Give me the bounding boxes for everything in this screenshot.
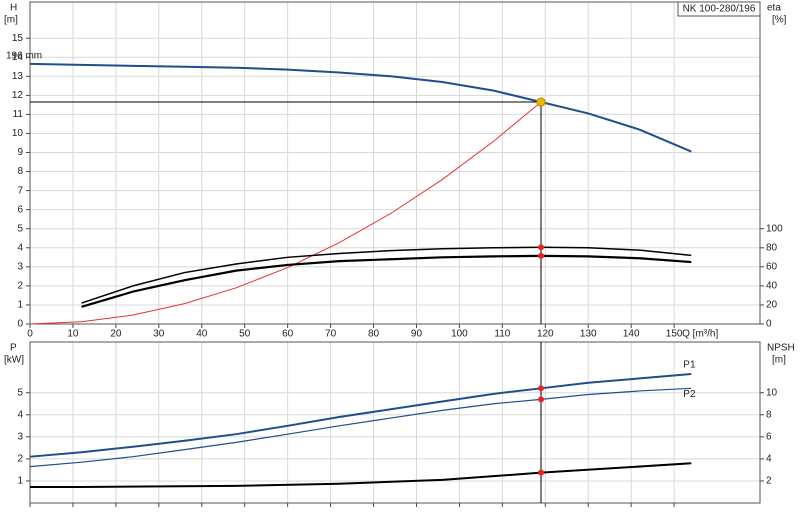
y2-tick-label: 2 <box>766 476 772 487</box>
y-tick-label: 0 <box>17 319 23 330</box>
y2-axis-unit: [%] <box>772 15 787 26</box>
y-tick-label: 1 <box>17 476 23 487</box>
y-tick-label: 7 <box>17 185 23 196</box>
operating-marker <box>538 385 544 392</box>
operating-marker <box>538 469 544 476</box>
x-tick-label: 120 <box>537 329 554 340</box>
x-tick-label: 80 <box>368 329 380 340</box>
y-axis-label: H <box>10 3 17 14</box>
y-tick-label: 9 <box>17 147 23 158</box>
x-tick-label: 110 <box>494 329 510 340</box>
x-tick-label: 130 <box>580 329 597 340</box>
y-tick-label: 4 <box>17 409 23 420</box>
y-tick-label: 2 <box>17 454 23 465</box>
operating-marker <box>536 97 546 107</box>
x-tick-label: 30 <box>153 329 165 340</box>
operating-marker <box>538 252 544 259</box>
y-tick-label: 10 <box>12 128 24 139</box>
y-tick-label: 3 <box>17 431 23 442</box>
curve <box>29 372 692 458</box>
curve <box>29 387 692 468</box>
title-box <box>677 1 761 17</box>
curve <box>29 62 692 153</box>
y-tick-label: 4 <box>17 242 23 253</box>
operating-marker <box>538 244 544 251</box>
curve <box>81 246 692 304</box>
y-tick-label: 6 <box>17 204 23 215</box>
y-tick-label: 14 <box>12 52 24 63</box>
x-tick-label: 50 <box>239 329 251 340</box>
x-tick-label: 100 <box>451 329 468 340</box>
curve <box>29 101 542 325</box>
y2-axis-label: NPSH <box>767 343 795 354</box>
y-axis-unit: [m] <box>4 15 18 26</box>
y-axis-label: P <box>10 343 17 354</box>
y2-tick-label: 20 <box>766 300 778 311</box>
y-tick-label: 11 <box>13 109 24 120</box>
chart-title: NK 100-280/196 <box>683 4 756 15</box>
y2-tick-label: 0 <box>766 319 772 330</box>
curve-label: 196 mm <box>6 51 42 62</box>
curve-label: P2 <box>683 389 696 400</box>
y2-tick-label: 100 <box>766 223 783 234</box>
x-tick-label: 40 <box>196 329 208 340</box>
y-tick-label: 2 <box>17 281 23 292</box>
y-tick-label: 1 <box>17 300 23 311</box>
y2-tick-label: 40 <box>766 281 778 292</box>
x-tick-label: 60 <box>282 329 294 340</box>
y-axis-unit: [kW] <box>4 355 24 366</box>
x-tick-label: 150 <box>666 329 683 340</box>
curve-label: P1 <box>683 360 696 371</box>
x-tick-label: 90 <box>411 329 423 340</box>
plot-frame <box>29 1 761 325</box>
y2-axis-label: eta <box>767 3 781 14</box>
y-tick-label: 13 <box>12 71 24 82</box>
y2-axis-unit: [m] <box>772 355 786 366</box>
y2-tick-label: 10 <box>766 387 778 398</box>
y2-tick-label: 80 <box>766 242 778 253</box>
curve <box>81 254 692 308</box>
y-tick-label: 5 <box>17 223 23 234</box>
curve <box>30 462 692 489</box>
x-tick-label: 0 <box>27 329 33 340</box>
y-tick-label: 12 <box>12 90 24 101</box>
x-tick-label: 70 <box>325 329 337 340</box>
operating-marker <box>538 396 544 403</box>
y-tick-label: 15 <box>12 33 24 44</box>
y2-tick-label: 4 <box>766 454 772 465</box>
x-tick-label: 10 <box>67 329 79 340</box>
x-axis-label: Q [m³/h] <box>682 329 718 340</box>
x-tick-label: 20 <box>110 329 122 340</box>
y-tick-label: 3 <box>17 261 23 272</box>
x-tick-label: 140 <box>623 329 640 340</box>
y2-tick-label: 60 <box>766 261 778 272</box>
y-tick-label: 5 <box>17 387 23 398</box>
y2-tick-label: 8 <box>766 409 772 420</box>
y2-tick-label: 6 <box>766 431 772 442</box>
y-tick-label: 8 <box>17 166 23 177</box>
plot-frame <box>29 341 761 504</box>
